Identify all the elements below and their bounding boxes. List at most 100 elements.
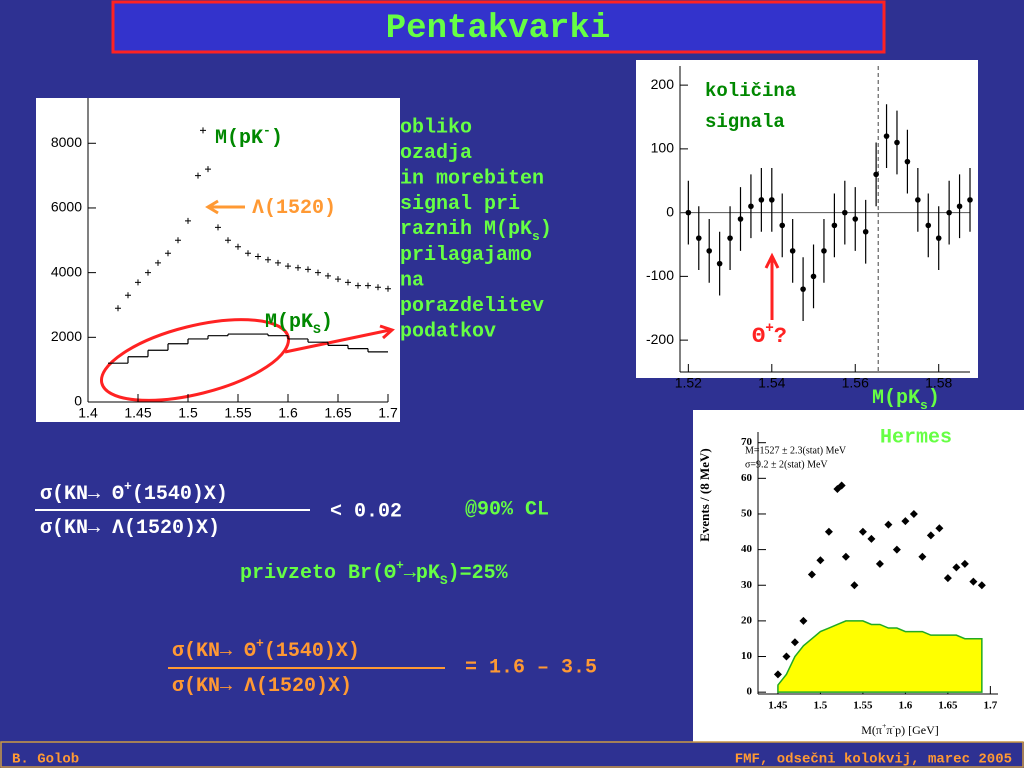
data-point	[935, 524, 944, 533]
data-point	[235, 243, 241, 250]
numerator-part: +	[256, 636, 264, 651]
x-tick-label: 1.56	[842, 375, 869, 391]
description-line-part: raznih M(pK	[400, 218, 532, 241]
footer-author: B. Golob	[12, 752, 79, 768]
theta-label-part: +	[765, 321, 774, 337]
description-line: signal pri	[400, 193, 520, 216]
data-point	[943, 574, 952, 583]
description-line: porazdelitev	[400, 295, 544, 318]
data-point	[335, 276, 341, 283]
data-point	[716, 260, 723, 267]
data-point	[325, 272, 331, 279]
data-point	[385, 285, 391, 292]
data-point	[255, 253, 261, 260]
arrow	[205, 199, 245, 215]
data-point	[967, 197, 973, 203]
y-tick-label: -200	[646, 331, 674, 347]
description-line-part: )	[540, 218, 552, 241]
x-tick-label: 1.6	[278, 405, 298, 421]
data-point	[115, 305, 121, 312]
y-tick-label: 2000	[51, 328, 82, 344]
denominator: σ(KN→ Λ(1520)X)	[172, 675, 352, 698]
footer-bar	[0, 741, 1024, 768]
right-plot-frame	[636, 60, 978, 378]
data-point	[842, 209, 848, 216]
data-point	[200, 127, 206, 134]
description-line: raznih M(pKs)	[400, 218, 552, 244]
data-point	[315, 269, 321, 276]
lambda-label-part: Λ(1520)	[252, 197, 336, 220]
numerator-part: (1540)X)	[264, 640, 360, 663]
peak-label-part: )	[271, 127, 283, 150]
data-point	[873, 171, 879, 178]
x-tick-label: 1.65	[324, 405, 351, 421]
y-tick-label: 6000	[51, 199, 82, 215]
y-tick-label: 8000	[51, 134, 82, 150]
data-point	[875, 559, 884, 568]
y-tick-label: 30	[741, 579, 753, 591]
y-tick-label: -100	[646, 267, 674, 283]
data-point	[901, 517, 910, 526]
data-point	[205, 166, 211, 173]
numerator-part: (1540)X)	[132, 483, 228, 506]
data-point	[977, 581, 986, 590]
denominator-part: σ(KN→ Λ(1520)X)	[172, 675, 352, 698]
background-label: M(pKS)	[265, 311, 333, 337]
data-point	[810, 273, 817, 280]
data-point	[695, 235, 702, 241]
data-point	[892, 545, 901, 554]
x-tick-label: 1.4	[78, 405, 98, 421]
y-axis-label: Events / (8 MeV)	[697, 448, 712, 542]
data-point	[952, 563, 961, 572]
data-point	[925, 222, 932, 229]
background-label-part: )	[321, 311, 333, 334]
assumption-part: privzeto Br(Θ	[240, 562, 396, 585]
data-point	[807, 570, 816, 579]
data-point	[737, 216, 744, 222]
data-point	[285, 263, 291, 270]
data-point	[748, 203, 754, 210]
description-line-part: s	[532, 229, 540, 244]
data-point	[195, 172, 201, 179]
fit-width: σ=9.2 ± 2(stat) MeV	[745, 459, 828, 470]
numerator-part: σ(KN→ Θ	[172, 640, 256, 663]
data-point	[858, 527, 867, 536]
data-point	[884, 520, 893, 529]
data-point	[773, 670, 782, 679]
data-point	[918, 552, 927, 561]
data-point	[946, 209, 952, 216]
mass-label-part: s	[920, 398, 928, 413]
data-point	[904, 158, 911, 165]
data-point	[883, 133, 890, 139]
data-point	[969, 577, 978, 586]
data-point	[758, 197, 765, 203]
x-axis-label-part: π	[886, 723, 892, 737]
y-tick-label: 0	[747, 686, 753, 698]
data-point	[831, 222, 838, 229]
left-plot-frame	[36, 98, 400, 422]
data-point	[841, 552, 850, 561]
description-line: obliko	[400, 116, 472, 139]
data-point	[935, 235, 942, 241]
data-point	[345, 279, 351, 286]
assumption: privzeto Br(Θ+→pKS)=25%	[240, 558, 509, 588]
data-point	[782, 652, 791, 661]
description-line: podatkov	[400, 320, 496, 343]
numerator-part: σ(KN→ Θ	[40, 483, 124, 506]
data-point	[926, 531, 935, 540]
mass-label-part: M(pK	[872, 387, 920, 410]
signal-label: količina	[705, 80, 796, 102]
theta-label-part: Θ	[752, 324, 765, 349]
data-point	[867, 534, 876, 543]
lambda-label: Λ(1520)	[252, 197, 336, 220]
data-point	[706, 248, 713, 254]
data-point	[135, 279, 141, 286]
numerator: σ(KN→ Θ+(1540)X)	[172, 636, 360, 663]
assumption-part: S	[440, 573, 448, 588]
description-line: in morebiten	[400, 167, 544, 190]
data-point	[275, 259, 281, 266]
y-tick-label: 4000	[51, 263, 82, 279]
y-tick-label: 70	[741, 436, 753, 448]
